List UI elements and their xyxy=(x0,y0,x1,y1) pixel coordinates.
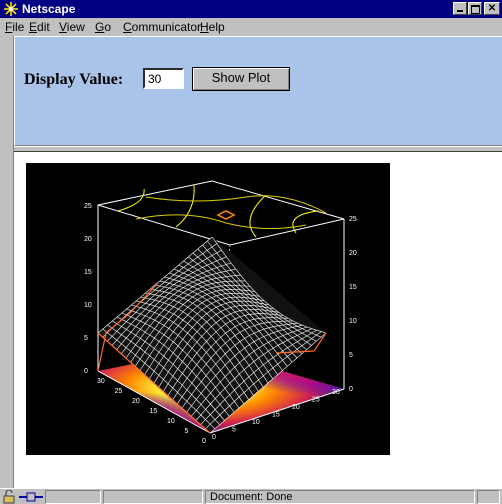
x-tick-label: 25 xyxy=(312,397,320,404)
status-bar: Document: Done xyxy=(0,488,502,504)
menu-file[interactable]: File xyxy=(5,20,25,34)
maximize-icon xyxy=(470,5,480,14)
surface-plot: 0 5 10 15 20 25 0 5 10 15 20 25 0 5 10 15 20 25 30 0 5 10 1… xyxy=(84,180,357,445)
mesh-line xyxy=(191,326,308,417)
axis-labels: 0 5 10 15 20 25 0 5 10 15 20 25 0 5 10 15 20 25 30 0 5 10 1… xyxy=(84,203,357,445)
z-tick-left-label: 5 xyxy=(84,335,88,342)
y-tick-label: 0 xyxy=(202,438,206,445)
mesh-surface xyxy=(97,236,327,434)
title-bar: Netscape ✕ xyxy=(0,0,502,18)
menu-bar: File Edit View Go Communicator Help xyxy=(0,18,502,36)
x-tick-label: 5 xyxy=(232,427,236,434)
minimize-button[interactable] xyxy=(453,2,467,15)
form-frame xyxy=(14,36,502,146)
x-tick-label: 15 xyxy=(272,412,280,419)
menu-go[interactable]: Go xyxy=(95,20,112,34)
z-tick-left-label: 15 xyxy=(84,269,92,276)
y-tick-label: 25 xyxy=(115,388,123,395)
connection-icon xyxy=(19,492,43,502)
status-text: Document: Done xyxy=(205,490,475,504)
mesh-line xyxy=(209,332,327,434)
status-spacer xyxy=(103,490,203,504)
surface-plot-image: 0 5 10 15 20 25 0 5 10 15 20 25 0 5 10 15 20 25 30 0 5 10 1… xyxy=(26,163,390,455)
menu-edit[interactable]: Edit xyxy=(29,20,50,34)
close-button[interactable]: ✕ xyxy=(484,2,500,15)
mesh-line xyxy=(205,331,322,430)
menu-communicator[interactable]: Communicator xyxy=(123,20,202,34)
x-tick-label: 30 xyxy=(332,389,340,396)
y-tick-label: 20 xyxy=(132,398,140,405)
mesh-line xyxy=(207,240,322,338)
top-contour-center xyxy=(216,210,236,220)
y-tick-label: 30 xyxy=(97,378,105,385)
display-value-label: Display Value: xyxy=(24,71,124,88)
netscape-logo-icon xyxy=(3,1,19,17)
x-tick-label: 20 xyxy=(292,404,300,411)
frame-border xyxy=(0,36,14,488)
top-contours xyxy=(117,184,327,238)
frame-splitter[interactable] xyxy=(14,146,502,152)
y-tick-label: 10 xyxy=(167,418,175,425)
progress-cell xyxy=(45,490,101,504)
mesh-line xyxy=(211,236,327,334)
display-value-input[interactable] xyxy=(143,68,184,89)
z-tick-right-label: 15 xyxy=(349,284,357,291)
z-tick-right-label: 10 xyxy=(349,318,357,325)
z-tick-right-label: 25 xyxy=(349,216,357,223)
z-tick-right-label: 5 xyxy=(349,352,353,359)
minimize-icon xyxy=(457,10,463,12)
mesh-line xyxy=(197,248,312,346)
mesh-line xyxy=(202,244,317,342)
z-tick-right-label: 0 xyxy=(349,386,353,393)
content-frame: 0 5 10 15 20 25 0 5 10 15 20 25 0 5 10 15 20 25 30 0 5 10 1… xyxy=(14,152,502,488)
status-end-cell xyxy=(477,490,500,504)
mesh-line xyxy=(200,329,317,425)
security-lock-icon[interactable] xyxy=(2,490,18,504)
mesh-line xyxy=(195,328,312,421)
z-tick-left-label: 0 xyxy=(84,368,88,375)
z-tick-right-label: 20 xyxy=(349,250,357,257)
z-tick-left-label: 25 xyxy=(84,203,92,210)
z-tick-left-label: 20 xyxy=(84,236,92,243)
menu-view[interactable]: View xyxy=(59,20,85,34)
show-plot-button[interactable]: Show Plot xyxy=(192,67,290,91)
window-title: Netscape xyxy=(22,2,76,16)
maximize-button[interactable] xyxy=(468,2,482,15)
menu-help[interactable]: Help xyxy=(200,20,225,34)
y-tick-label: 5 xyxy=(185,428,189,435)
close-icon: ✕ xyxy=(487,3,497,14)
z-tick-left-label: 10 xyxy=(84,302,92,309)
x-tick-label: 0 xyxy=(212,434,216,441)
y-tick-label: 15 xyxy=(150,408,158,415)
x-tick-label: 10 xyxy=(252,419,260,426)
